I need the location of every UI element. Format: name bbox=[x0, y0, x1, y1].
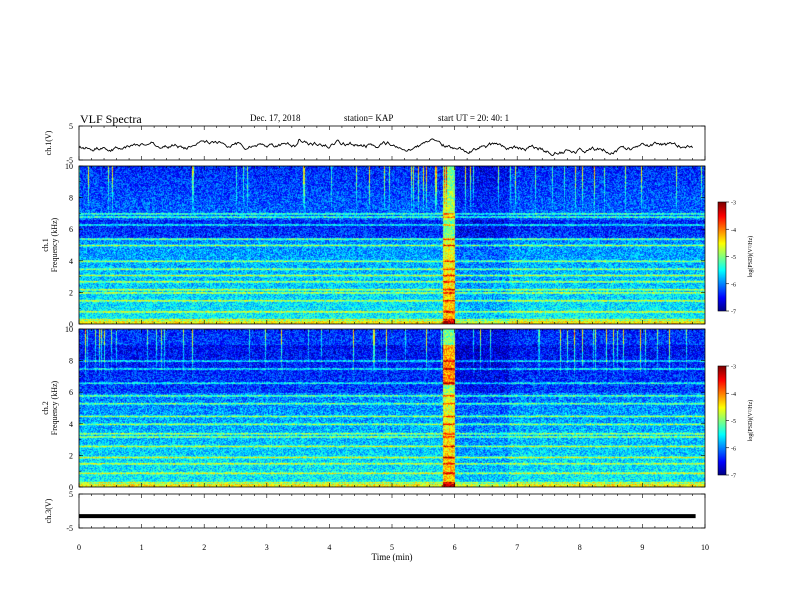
x-tick-label: 6 bbox=[453, 543, 457, 552]
ch2-spectrogram-ylabel: ch.2 bbox=[41, 401, 50, 415]
ch1-waveform-trace bbox=[78, 138, 693, 156]
colorbar-tick-label: -3 bbox=[731, 365, 736, 371]
y-tick-label: -5 bbox=[66, 524, 73, 533]
station-label: station= KAP bbox=[344, 113, 394, 123]
y-tick-label: 5 bbox=[69, 122, 73, 131]
ch3-waveform-ylabel: ch.3(V) bbox=[44, 498, 53, 523]
y-tick-label: -5 bbox=[66, 156, 73, 165]
x-tick-label: 1 bbox=[140, 543, 144, 552]
y-tick-label: 2 bbox=[69, 451, 73, 460]
colorbar-label: log(PSD)(V²/Hz) bbox=[747, 236, 754, 277]
colorbar-1 bbox=[718, 202, 726, 311]
x-tick-label: 7 bbox=[515, 543, 519, 552]
colorbar-tick-label: -7 bbox=[731, 474, 736, 480]
y-tick-label: 2 bbox=[69, 288, 73, 297]
x-tick-label: 2 bbox=[202, 543, 206, 552]
ch1-waveform-ylabel: ch.1(V) bbox=[44, 130, 53, 155]
x-tick-label: 3 bbox=[265, 543, 269, 552]
x-tick-label: 10 bbox=[701, 543, 709, 552]
x-tick-label: 9 bbox=[640, 543, 644, 552]
y-tick-label: 8 bbox=[69, 194, 73, 203]
y-tick-label: 10 bbox=[65, 325, 73, 334]
ch3-waveform-frame bbox=[78, 493, 706, 529]
colorbar-2 bbox=[718, 366, 726, 475]
colorbar-tick-label: -5 bbox=[731, 255, 736, 261]
y-tick-label: 8 bbox=[69, 357, 73, 366]
ch1-waveform-frame bbox=[78, 125, 706, 161]
start-ut-label: start UT = 20: 40: 1 bbox=[438, 113, 510, 123]
y-tick-label: 6 bbox=[69, 225, 73, 234]
x-tick-label: 4 bbox=[327, 543, 331, 552]
colorbar-tick-label: -4 bbox=[731, 228, 736, 234]
colorbar-tick-label: -7 bbox=[731, 310, 736, 316]
colorbar-tick-label: -6 bbox=[731, 446, 736, 452]
colorbar-label: log(PSD)(V²/Hz) bbox=[747, 400, 754, 441]
ch2-spectrogram-ylabel-units: Frequency (kHz) bbox=[50, 380, 59, 435]
ch1-spectrogram-raster bbox=[79, 166, 705, 324]
date-label: Dec. 17, 2018 bbox=[250, 113, 301, 123]
x-tick-label: 8 bbox=[578, 543, 582, 552]
x-axis-label: Time (min) bbox=[372, 552, 413, 562]
y-tick-label: 0 bbox=[69, 320, 73, 329]
x-tick-label: 0 bbox=[77, 543, 81, 552]
y-tick-label: 4 bbox=[69, 420, 73, 429]
chart-title: VLF Spectra bbox=[80, 112, 142, 126]
y-tick-label: 5 bbox=[69, 490, 73, 499]
y-tick-label: 10 bbox=[65, 162, 73, 171]
x-tick-label: 5 bbox=[390, 543, 394, 552]
colorbar-tick-label: -6 bbox=[731, 282, 736, 288]
y-tick-label: 4 bbox=[69, 257, 73, 266]
colorbar-tick-label: -4 bbox=[731, 392, 736, 398]
y-tick-label: 6 bbox=[69, 388, 73, 397]
colorbar-tick-label: -5 bbox=[731, 419, 736, 425]
ch1-spectrogram-ylabel-units: Frequency (kHz) bbox=[50, 217, 59, 272]
colorbar-tick-label: -3 bbox=[731, 201, 736, 207]
ch2-spectrogram-raster bbox=[79, 329, 705, 487]
ch1-spectrogram-ylabel: ch.1 bbox=[41, 238, 50, 252]
y-tick-label: 0 bbox=[69, 483, 73, 492]
